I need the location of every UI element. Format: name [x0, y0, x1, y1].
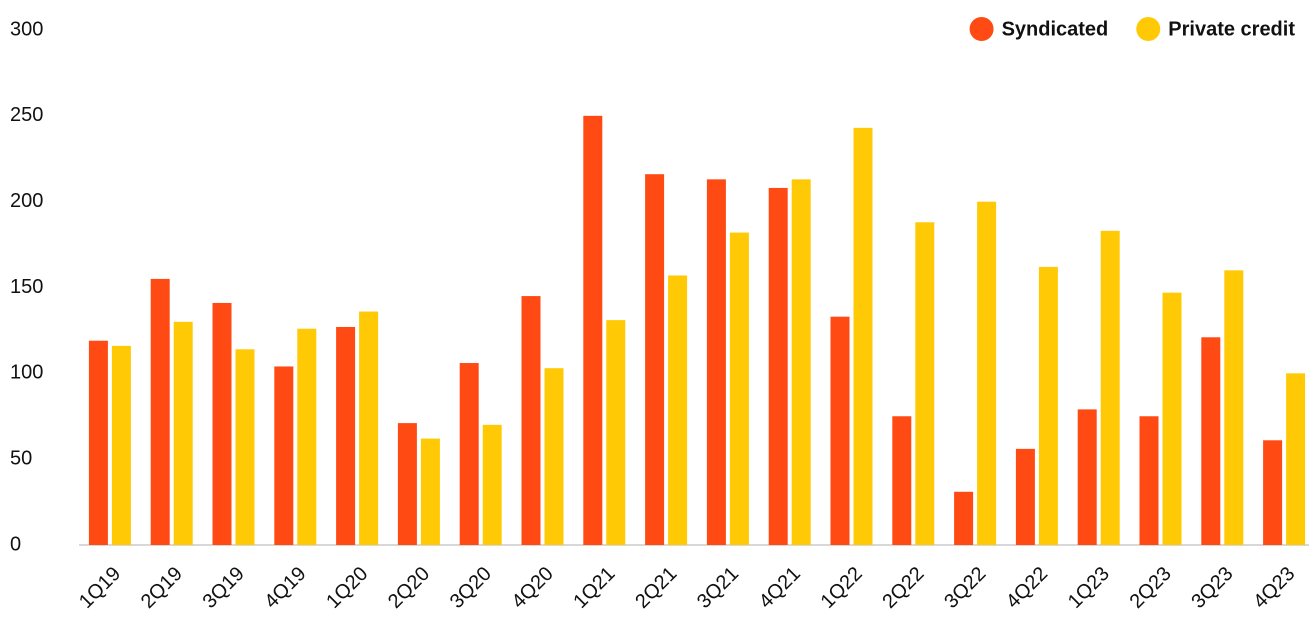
bar	[420, 438, 440, 545]
x-tick-label: 1Q23	[1064, 563, 1114, 613]
bar	[1224, 270, 1244, 545]
bar	[830, 316, 850, 545]
y-tick-label: 200	[10, 190, 43, 212]
x-tick-label: 1Q21	[569, 563, 619, 613]
x-tick-label: 3Q20	[446, 563, 496, 613]
bar	[954, 491, 974, 545]
x-tick-label: 4Q22	[1002, 563, 1052, 613]
x-tick-label: 4Q20	[508, 563, 558, 613]
x-tick-label: 1Q20	[322, 563, 372, 613]
bar	[1162, 292, 1182, 545]
bar	[1263, 440, 1283, 545]
bar	[459, 363, 479, 545]
bar	[892, 416, 912, 545]
legend: Private credit Syndicated	[969, 17, 1295, 41]
x-tick-label: 1Q19	[75, 563, 125, 613]
y-tick-label: 100	[10, 362, 43, 384]
bar	[1100, 230, 1120, 545]
bar	[706, 179, 726, 545]
bar	[397, 423, 417, 545]
bar	[1139, 416, 1159, 545]
bar	[150, 278, 170, 545]
x-tick-label: 2Q21	[631, 563, 681, 613]
y-tick-label: 300	[10, 18, 43, 40]
bar	[915, 222, 935, 545]
bar	[173, 321, 193, 545]
x-tick-label: 4Q19	[260, 563, 310, 613]
bar	[212, 302, 232, 545]
x-tick-label: 2Q20	[384, 563, 434, 613]
x-tick-label: 4Q23	[1249, 563, 1299, 613]
bar	[977, 201, 997, 545]
x-tick-label: 3Q21	[693, 563, 743, 613]
y-tick-label: 50	[10, 447, 32, 469]
bar	[668, 275, 688, 545]
bar	[235, 349, 255, 545]
bar	[768, 187, 788, 545]
bar	[1286, 373, 1306, 545]
bar	[1038, 266, 1058, 545]
bar	[336, 326, 356, 545]
bar	[274, 366, 294, 545]
x-tick-label: 3Q23	[1187, 563, 1237, 613]
x-tick-label: 3Q22	[940, 563, 990, 613]
bar	[544, 368, 564, 545]
bar	[606, 320, 626, 545]
legend-swatch	[969, 17, 994, 41]
bar	[521, 296, 541, 545]
bar	[88, 340, 108, 545]
bar	[729, 232, 749, 546]
bar	[482, 424, 502, 545]
bar	[583, 115, 603, 545]
bar	[791, 179, 811, 545]
legend-label: Private credit	[1168, 18, 1295, 40]
x-tick-label: 1Q22	[817, 563, 867, 613]
legend-swatch	[1136, 17, 1161, 41]
bar	[111, 345, 131, 545]
x-tick-label: 2Q23	[1126, 563, 1176, 613]
bar	[1077, 409, 1097, 545]
x-tick-label: 2Q19	[137, 563, 187, 613]
bar	[359, 311, 379, 545]
x-tick-label: 2Q22	[878, 563, 928, 613]
bar	[1015, 448, 1035, 545]
y-tick-label: 150	[10, 276, 43, 298]
x-tick-label: 4Q21	[755, 563, 805, 613]
bar	[853, 127, 873, 545]
bar	[1201, 337, 1221, 545]
bar	[645, 174, 665, 545]
bar	[297, 328, 317, 545]
y-tick-label: 250	[10, 104, 43, 126]
y-tick-label: 0	[10, 533, 21, 555]
legend-label: Syndicated	[1002, 18, 1109, 40]
x-tick-label: 3Q19	[199, 563, 249, 613]
